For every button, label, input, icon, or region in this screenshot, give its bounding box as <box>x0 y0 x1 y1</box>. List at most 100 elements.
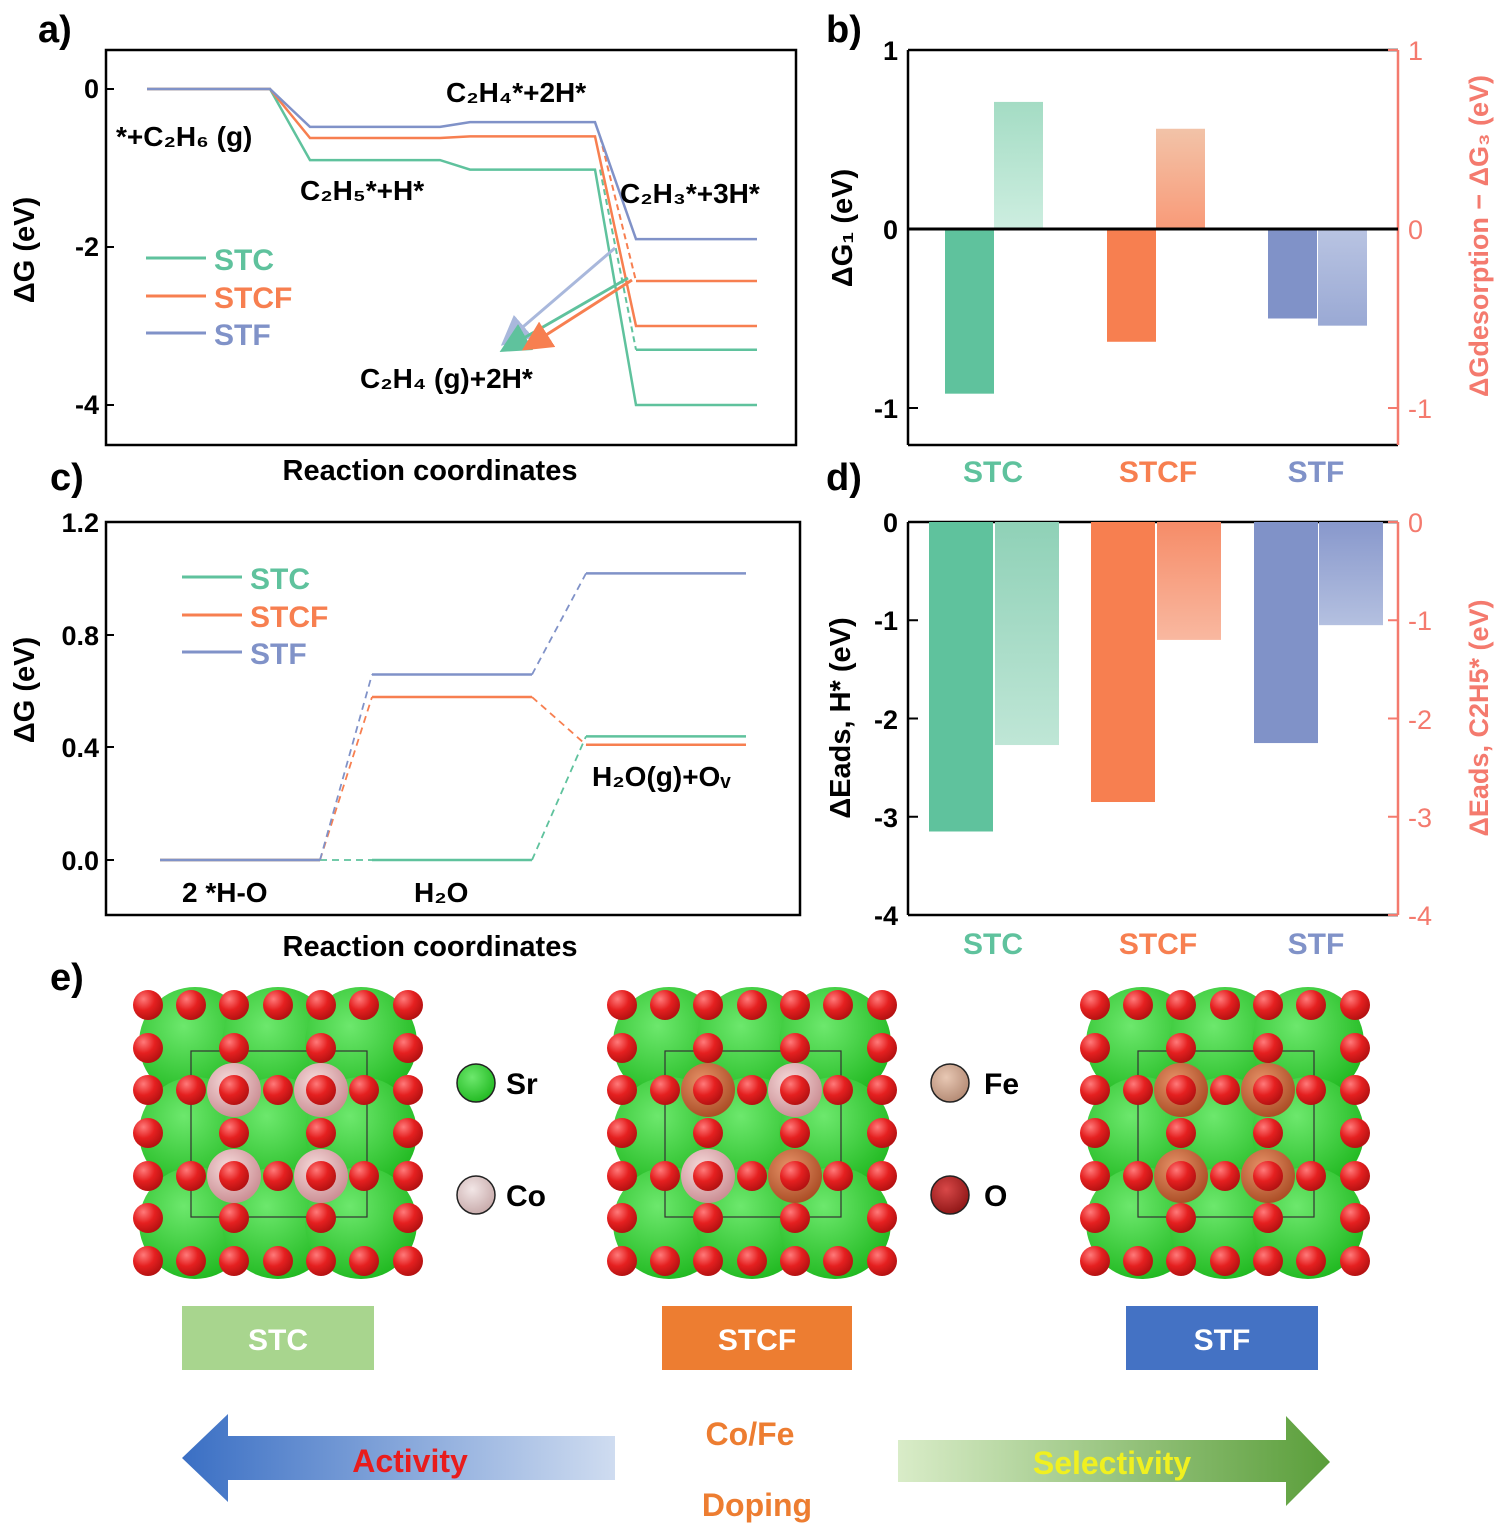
panel-d-ytick-right-3: -3 <box>1408 803 1432 833</box>
panel-b-cat-stc: STC <box>963 456 1023 489</box>
panel-a-label-c2h4: C₂H₄*+2H* <box>446 77 586 108</box>
co-legend-icon <box>456 1175 496 1215</box>
panel-d-cat-stc: STC <box>963 928 1023 961</box>
panel-d-ytick-right-4: -4 <box>1408 901 1432 931</box>
o-atom <box>263 1161 293 1191</box>
panel-d-ytick-0: 0 <box>883 508 898 538</box>
activity-arrow <box>182 1414 615 1502</box>
panel-a-legend: STC STCF STF <box>146 244 292 352</box>
panel-d-ytick-right-0: 0 <box>1408 508 1423 538</box>
o-atom <box>306 1118 336 1148</box>
bar-dgdes-stcf <box>1156 128 1205 229</box>
o-atom <box>1253 1203 1283 1233</box>
panel-c-letter: c) <box>50 457 84 499</box>
o-atom <box>693 1118 723 1148</box>
o-atom <box>693 990 723 1020</box>
o-atom <box>219 1203 249 1233</box>
o-atom <box>393 1033 423 1063</box>
panel-a-label-c2h3: C₂H₃*+3H* <box>620 178 760 209</box>
panel-c-label-end: H₂O(g)+Oᵥ <box>592 761 731 792</box>
o-atom <box>693 1033 723 1063</box>
o-atom <box>393 1075 423 1105</box>
o-atom <box>176 1075 206 1105</box>
o-atom <box>306 990 336 1020</box>
bar-eads-c2h5-stf <box>1319 522 1383 626</box>
o-atom <box>1296 1161 1326 1191</box>
panel-c-ytick-2: 0.4 <box>61 733 99 763</box>
o-atom <box>1166 1161 1196 1191</box>
o-atom <box>176 1161 206 1191</box>
o-atom <box>1340 990 1370 1020</box>
o-atom <box>306 1246 336 1276</box>
o-atom <box>306 1161 336 1191</box>
desorption-path-stcf <box>599 136 637 282</box>
panel-d: d) 0 -1 -2 -3 -4 0 -1 -2 -3 -4 ΔEads, H*… <box>825 457 1494 961</box>
stf-box-label: STF <box>1194 1324 1251 1357</box>
o-atom <box>780 1033 810 1063</box>
o-atom <box>823 1246 853 1276</box>
o-atom <box>607 1118 637 1148</box>
o-atom <box>1296 1075 1326 1105</box>
o-atom <box>133 1033 163 1063</box>
selectivity-arrow <box>898 1416 1330 1506</box>
o-atom <box>133 1118 163 1148</box>
panel-c-frame <box>104 520 802 917</box>
unit-cell-outline <box>664 1050 842 1218</box>
panel-d-bars <box>929 522 1383 832</box>
o-atom <box>1340 1118 1370 1148</box>
panel-b-ytick-right-1: 0 <box>1408 215 1423 245</box>
o-atom <box>607 1203 637 1233</box>
bar-eads-c2h5-stc <box>995 522 1059 746</box>
o-atom <box>1253 990 1283 1020</box>
o-atom <box>1166 990 1196 1020</box>
o-atom <box>650 1161 680 1191</box>
panel-d-ytick-right-1: -1 <box>1408 606 1432 636</box>
panel-a-label-c2h4g: C₂H₄ (g)+2H* <box>360 363 533 394</box>
o-atom <box>1340 1161 1370 1191</box>
o-atom <box>1080 1246 1110 1276</box>
bar-dgdes-stf <box>1318 229 1367 326</box>
o-atom <box>176 990 206 1020</box>
fe-legend-icon <box>930 1063 970 1103</box>
o-atom <box>263 990 293 1020</box>
legend-fe-label: Fe <box>984 1068 1019 1101</box>
o-atom <box>1080 1118 1110 1148</box>
o-atom <box>219 990 249 1020</box>
o-atom <box>306 1033 336 1063</box>
legend-stf-label: STF <box>214 319 271 352</box>
o-atom <box>867 1246 897 1276</box>
o-atom <box>607 990 637 1020</box>
panel-c-label-h2o: H₂O <box>414 877 468 908</box>
o-atom <box>393 1118 423 1148</box>
o-atom <box>780 1118 810 1148</box>
o-atom <box>1340 1246 1370 1276</box>
panel-a-ytick-1: -2 <box>75 232 99 262</box>
o-atom <box>737 1246 767 1276</box>
o-atom <box>780 1246 810 1276</box>
o-atom <box>607 1033 637 1063</box>
o-atom <box>1296 990 1326 1020</box>
o-atom <box>133 990 163 1020</box>
panel-a-xlabel: Reaction coordinates <box>283 455 578 487</box>
o-atom <box>263 1075 293 1105</box>
panel-a-letter: a) <box>38 9 72 51</box>
legend-stcf-label: STCF <box>214 282 292 315</box>
o-atom <box>1166 1203 1196 1233</box>
o-atom <box>780 1203 810 1233</box>
o-atom <box>1080 990 1110 1020</box>
o-atom <box>219 1075 249 1105</box>
o-atom <box>133 1161 163 1191</box>
legend-o-label: O <box>984 1180 1007 1213</box>
o-atom <box>823 1075 853 1105</box>
o-atom <box>176 1246 206 1276</box>
transition-stf-0 <box>319 674 373 861</box>
panel-d-cat-stcf: STCF <box>1119 928 1197 961</box>
o-atom <box>1166 1075 1196 1105</box>
o-atom <box>1080 1075 1110 1105</box>
bar-eads-h-stc <box>929 522 993 832</box>
o-atom <box>263 1246 293 1276</box>
o-atom <box>1340 1033 1370 1063</box>
legend-sr-label: Sr <box>506 1068 538 1101</box>
o-atom <box>823 990 853 1020</box>
panel-b-bars <box>945 101 1367 394</box>
